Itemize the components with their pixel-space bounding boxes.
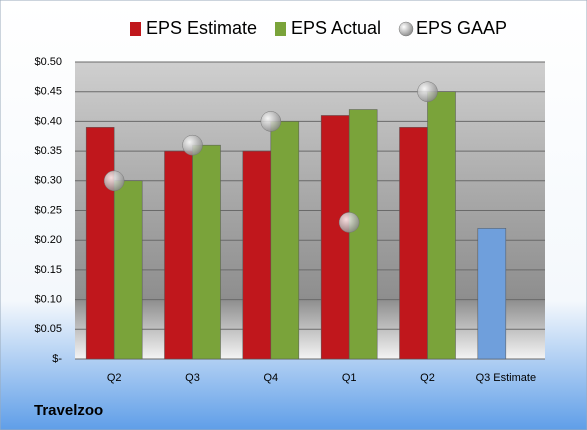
y-tick-label: $0.35 [34, 145, 62, 157]
bar [113, 180, 143, 360]
legend-label: EPS Actual [291, 18, 381, 38]
y-tick-label: $0.05 [34, 323, 62, 335]
legend-swatch [398, 21, 414, 37]
y-tick-label: $0.15 [34, 264, 62, 276]
bar [242, 150, 272, 360]
legend-swatch [130, 22, 141, 36]
legend-swatch [275, 22, 286, 36]
bar [270, 121, 300, 360]
chart-title: Travelzoo [34, 402, 103, 419]
y-tick-label: $0.45 [34, 86, 62, 98]
bar [164, 150, 193, 360]
bar [85, 127, 115, 360]
x-tick-label: Q2 [420, 372, 435, 384]
y-tick-label: $0.50 [34, 56, 62, 68]
legend-label: EPS Estimate [146, 18, 257, 38]
legend-label: EPS GAAP [416, 18, 507, 38]
bar [320, 115, 350, 360]
y-tick-label: $0.40 [34, 115, 62, 127]
y-tick-label: $0.10 [34, 294, 62, 306]
marker [182, 134, 203, 156]
bar [399, 127, 428, 360]
bar [348, 109, 378, 360]
x-tick-label: Q3 [185, 372, 200, 384]
bar [192, 144, 221, 360]
x-tick-label: Q4 [263, 372, 278, 384]
y-tick-label: $0.20 [34, 234, 62, 246]
y-tick-label: $- [52, 353, 62, 365]
marker [338, 212, 360, 233]
x-tick-label: Q2 [107, 372, 122, 384]
marker [260, 111, 282, 132]
y-tick-label: $0.25 [34, 204, 62, 216]
bar [427, 91, 456, 360]
bar [477, 228, 507, 360]
marker [417, 81, 438, 102]
x-tick-label: Q3 Estimate [476, 372, 537, 384]
x-tick-label: Q1 [342, 372, 357, 384]
y-tick-label: $0.30 [34, 175, 62, 187]
marker [103, 170, 125, 192]
